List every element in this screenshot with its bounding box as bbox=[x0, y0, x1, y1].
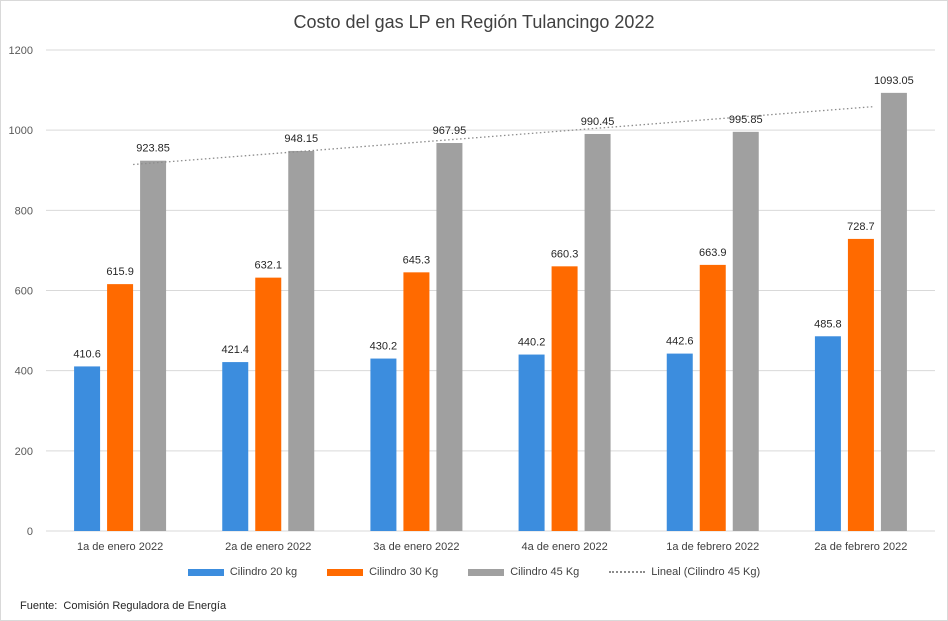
trendline-line bbox=[133, 105, 874, 166]
bar bbox=[880, 92, 907, 531]
bar bbox=[666, 353, 693, 531]
data-label: 660.3 bbox=[551, 248, 579, 260]
bar bbox=[288, 150, 315, 531]
data-label: 663.9 bbox=[699, 247, 727, 259]
legend-item-trendline: Lineal (Cilindro 45 Kg) bbox=[609, 566, 760, 578]
data-label: 995.85 bbox=[729, 114, 763, 126]
data-label: 615.9 bbox=[106, 266, 134, 278]
legend-swatch-cilindro-30 bbox=[327, 568, 364, 576]
x-tick-label: 1a de febrero 2022 bbox=[666, 541, 759, 553]
legend-swatch-cilindro-20 bbox=[187, 568, 224, 576]
bar bbox=[222, 362, 249, 531]
legend-label-trendline: Lineal (Cilindro 45 Kg) bbox=[651, 566, 761, 578]
legend-swatch-trendline bbox=[609, 571, 646, 573]
legend-swatch-cilindro-45 bbox=[468, 568, 505, 576]
y-tick-label: 600 bbox=[15, 286, 33, 298]
trendline bbox=[133, 105, 874, 166]
bar bbox=[584, 133, 611, 531]
gridlines bbox=[46, 49, 935, 532]
x-tick-label: 4a de enero 2022 bbox=[521, 541, 607, 553]
y-tick-label: 0 bbox=[27, 526, 33, 538]
bar bbox=[732, 131, 759, 531]
legend-item-cilindro-30: Cilindro 30 Kg bbox=[327, 566, 438, 578]
bar bbox=[255, 277, 282, 531]
legend: Cilindro 20 kg Cilindro 30 Kg Cilindro 4… bbox=[0, 566, 948, 578]
x-tick-label: 1a de enero 2022 bbox=[77, 541, 163, 553]
data-label: 410.6 bbox=[73, 348, 101, 360]
y-tick-label: 1200 bbox=[9, 45, 33, 57]
data-label: 1093.05 bbox=[874, 75, 914, 87]
x-tick-label: 3a de enero 2022 bbox=[373, 541, 459, 553]
data-label: 645.3 bbox=[403, 254, 431, 266]
bar bbox=[140, 160, 167, 531]
bar bbox=[107, 284, 134, 531]
x-tick-label: 2a de enero 2022 bbox=[225, 541, 311, 553]
data-label: 440.2 bbox=[518, 337, 546, 349]
bars bbox=[74, 92, 907, 532]
data-label: 430.2 bbox=[370, 341, 398, 353]
data-label: 485.8 bbox=[814, 318, 842, 330]
bar bbox=[518, 354, 545, 531]
data-label: 923.85 bbox=[136, 143, 170, 155]
bar bbox=[814, 336, 841, 531]
chart-title: Costo del gas LP en Región Tulancingo 20… bbox=[293, 12, 655, 32]
legend-label-cilindro-45: Cilindro 45 Kg bbox=[510, 566, 580, 578]
data-label: 632.1 bbox=[254, 260, 282, 272]
legend-label-cilindro-30: Cilindro 30 Kg bbox=[369, 566, 439, 578]
legend-label-cilindro-20: Cilindro 20 kg bbox=[229, 566, 298, 578]
data-label: 990.45 bbox=[581, 116, 615, 128]
x-tick-label: 2a de febrero 2022 bbox=[814, 541, 907, 553]
data-label: 728.7 bbox=[847, 221, 875, 233]
bar bbox=[436, 143, 463, 532]
data-label: 421.4 bbox=[221, 344, 249, 356]
data-label: 967.95 bbox=[433, 125, 467, 137]
y-tick-label: 1000 bbox=[9, 125, 33, 137]
bar bbox=[847, 238, 874, 531]
y-tick-label: 200 bbox=[15, 446, 33, 458]
bar bbox=[551, 266, 578, 531]
bar bbox=[74, 366, 101, 531]
y-tick-label: 800 bbox=[15, 205, 33, 217]
bar bbox=[403, 272, 430, 531]
legend-item-cilindro-20: Cilindro 20 kg bbox=[187, 566, 298, 578]
y-tick-label: 400 bbox=[15, 366, 33, 378]
x-axis-ticks: 1a de enero 2022 2a de enero 2022 3a de en… bbox=[77, 541, 907, 553]
source-note: Fuente: Comisión Reguladora de Energía bbox=[20, 600, 227, 612]
data-label: 442.6 bbox=[666, 336, 694, 348]
data-labels: 410.6 615.9 923.85 421.4 632.1 948.15 430.2 645… bbox=[73, 75, 913, 361]
legend-item-cilindro-45: Cilindro 45 Kg bbox=[468, 566, 579, 578]
y-axis-ticks: 0 200 400 600 800 1000 1200 bbox=[9, 45, 33, 538]
data-label: 948.15 bbox=[284, 133, 318, 145]
bar bbox=[370, 358, 397, 531]
bar bbox=[699, 264, 726, 531]
